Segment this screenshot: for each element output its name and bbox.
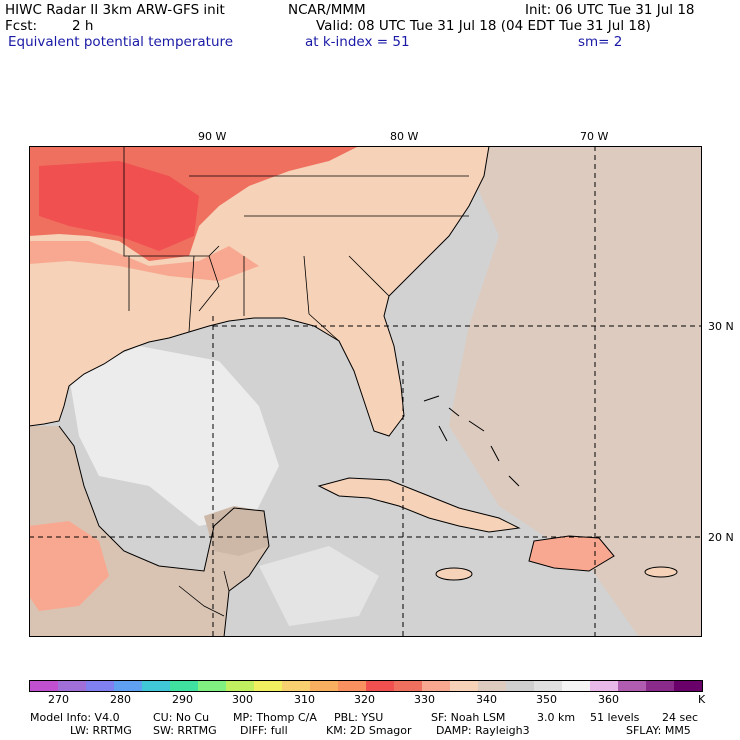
- cuba-land: [319, 478, 519, 532]
- colorbar-tick-340: 340: [476, 693, 497, 706]
- colorbar-swatch: [142, 681, 171, 691]
- colorbar-swatch: [534, 681, 563, 691]
- init-time: Init: 06 UTC Tue 31 Jul 18: [525, 2, 695, 18]
- colorbar-frame: [29, 680, 703, 692]
- mexico-warm-patch: [29, 521, 109, 611]
- colorbar-swatch: [674, 681, 703, 691]
- colorbar-swatch: [58, 681, 87, 691]
- colorbar-tick-280: 280: [110, 693, 131, 706]
- caribbean-light-region: [259, 546, 379, 626]
- jamaica-land: [436, 568, 472, 580]
- lon-label-90w: 90 W: [198, 130, 227, 143]
- colorbar-swatch: [170, 681, 199, 691]
- orange-band: [29, 241, 259, 281]
- lat-label-30n: 30 N: [708, 320, 734, 333]
- field-name: Equivalent potential temperature: [8, 34, 234, 50]
- footer-resolution: 3.0 km: [537, 711, 576, 724]
- footer-timestep: 24 sec: [662, 711, 699, 724]
- puerto-rico-coastline: [644, 566, 678, 578]
- lat-label-20n: 20 N: [708, 531, 734, 544]
- fcst-label: Fcst:: [5, 18, 38, 34]
- colorbar-swatch: [310, 681, 339, 691]
- colorbar-swatch: [226, 681, 255, 691]
- colorbar-tick-310: 310: [294, 693, 315, 706]
- colorbar-swatch: [114, 681, 143, 691]
- jamaica-coastline: [435, 567, 473, 581]
- colorbar-swatch: [366, 681, 395, 691]
- hispaniola-land: [529, 536, 614, 571]
- smoothing-label: sm= 2: [578, 34, 623, 50]
- colorbar-swatch: [198, 681, 227, 691]
- colorbar-tick-350: 350: [536, 693, 557, 706]
- footer-sw: SW: RRTMG: [153, 724, 217, 737]
- colorbar-swatch: [86, 681, 115, 691]
- colorbar-tick-360: 360: [598, 693, 619, 706]
- colorbar-swatch: [562, 681, 591, 691]
- hispaniola-coastline: [528, 535, 615, 572]
- lon-label-70w: 70 W: [580, 130, 609, 143]
- bahamas-islands: [423, 395, 520, 487]
- footer-levels: 51 levels: [590, 711, 640, 724]
- gulf-light-region: [69, 346, 279, 526]
- lon-label-80w: 80 W: [390, 130, 419, 143]
- footer-damp: DAMP: Rayleigh3: [436, 724, 530, 737]
- puerto-rico-land: [645, 567, 677, 577]
- colorbar-swatch: [618, 681, 647, 691]
- footer-cu: CU: No Cu: [153, 711, 210, 724]
- footer-km: KM: 2D Smagor: [326, 724, 412, 737]
- footer-mp: MP: Thomp C/A: [233, 711, 317, 724]
- colorbar-tick-330: 330: [414, 693, 435, 706]
- mexico-borders: [178, 570, 230, 617]
- cuba-coastline: [317, 477, 521, 533]
- colorbar-swatch: [338, 681, 367, 691]
- colorbar-swatch: [30, 681, 59, 691]
- org-label: NCAR/MMM: [288, 2, 366, 18]
- footer-lw: LW: RRTMG: [70, 724, 132, 737]
- colorbar-tick-300: 300: [232, 693, 253, 706]
- model-title: HIWC Radar II 3km ARW-GFS init: [5, 2, 225, 18]
- colorbar-swatch: [646, 681, 675, 691]
- state-borders: [123, 146, 469, 342]
- atlantic-tan-region: [449, 146, 702, 637]
- colorbar-swatch: [394, 681, 423, 691]
- footer-pbl: PBL: YSU: [334, 711, 384, 724]
- colorbar-swatch: [254, 681, 283, 691]
- colorbar-tick-290: 290: [172, 693, 193, 706]
- colorbar-swatch: [478, 681, 507, 691]
- map-panel: [29, 146, 702, 637]
- level-label: at k-index = 51: [305, 34, 410, 50]
- mexico-coastline: [58, 425, 270, 637]
- colorbar-unit: K: [698, 693, 706, 706]
- yucatan-land: [204, 506, 269, 556]
- colorbar-tick-270: 270: [48, 693, 69, 706]
- colorbar-swatch: [282, 681, 311, 691]
- footer-sf: SF: Noah LSM: [431, 711, 506, 724]
- footer-sflay: SFLAY: MM5: [626, 724, 691, 737]
- map-frame: [29, 146, 702, 637]
- colorbar-swatch: [590, 681, 619, 691]
- colorbar-tick-320: 320: [354, 693, 375, 706]
- colorbar-swatch: [450, 681, 479, 691]
- colorbar-swatches: [30, 681, 703, 691]
- colorbar-swatch: [506, 681, 535, 691]
- hot-region-core: [39, 161, 199, 251]
- lat-lon-grid: [29, 146, 702, 637]
- footer-model-info: Model Info: V4.0: [30, 711, 120, 724]
- footer-diff: DIFF: full: [240, 724, 288, 737]
- valid-time: Valid: 08 UTC Tue 31 Jul 18 (04 EDT Tue …: [316, 18, 651, 34]
- fcst-value: 2 h: [72, 18, 94, 34]
- colorbar-swatch: [422, 681, 451, 691]
